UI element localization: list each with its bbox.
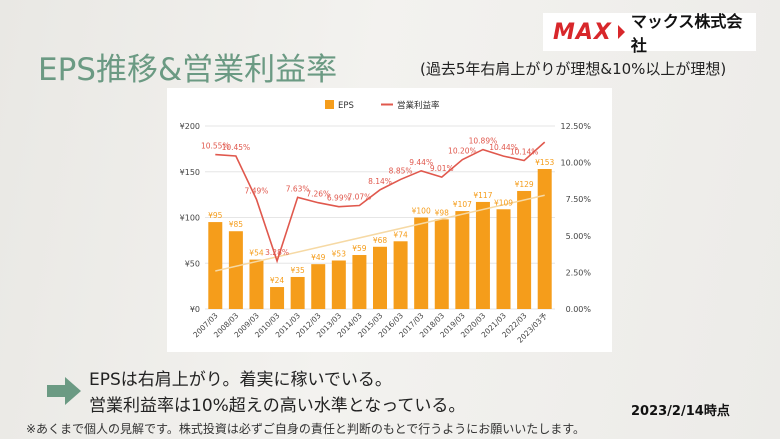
margin-data-label: 7.26% bbox=[306, 190, 330, 199]
eps-bar bbox=[455, 211, 470, 309]
eps-data-label: ¥107 bbox=[453, 200, 472, 209]
margin-data-label: 10.44% bbox=[489, 143, 518, 152]
eps-bar bbox=[414, 217, 429, 309]
eps-data-label: ¥53 bbox=[332, 250, 347, 259]
margin-data-label: 9.01% bbox=[430, 164, 454, 173]
margin-data-label: 10.14% bbox=[510, 148, 539, 157]
page-subtitle: (過去5年右肩上がりが理想&10%以上が理想) bbox=[420, 60, 727, 78]
margin-data-label: 10.55% bbox=[201, 142, 230, 151]
y-left-tick-label: ¥200 bbox=[180, 122, 200, 131]
margin-data-label: 10.20% bbox=[448, 147, 477, 156]
eps-bar bbox=[393, 241, 408, 309]
arrow-right-icon bbox=[47, 377, 81, 405]
margin-data-label: 10.89% bbox=[469, 137, 498, 146]
logo-company-name: マックス株式会社 bbox=[630, 12, 743, 55]
legend-eps-label: EPS bbox=[338, 101, 354, 111]
eps-bar bbox=[352, 255, 367, 309]
eps-data-label: ¥49 bbox=[311, 253, 326, 262]
eps-data-label: ¥24 bbox=[270, 276, 285, 285]
disclaimer: ※あくまで個人の見解です。株式投資は必ずご自身の責任と判断のもとで行うようにお願… bbox=[26, 422, 586, 436]
eps-data-label: ¥95 bbox=[208, 211, 223, 220]
margin-data-label: 3.28% bbox=[265, 248, 289, 257]
eps-data-label: ¥74 bbox=[393, 230, 408, 239]
y-right-tick-label: 10.00% bbox=[560, 159, 591, 168]
margin-data-label: 6.99% bbox=[327, 194, 351, 203]
eps-bar bbox=[249, 259, 264, 309]
eps-bar bbox=[475, 201, 490, 309]
eps-bar bbox=[537, 169, 552, 309]
eps-data-label: ¥100 bbox=[412, 207, 431, 216]
eps-data-label: ¥59 bbox=[352, 244, 367, 253]
chart-card: ¥0 ¥50 ¥100 ¥150 ¥200 0.00% 2.50% 5.00% 7.50% 10.… bbox=[167, 88, 612, 352]
page-title: EPS推移&営業利益率 bbox=[38, 52, 338, 88]
company-logo: MAX マックス株式会社 bbox=[543, 12, 756, 55]
margin-data-label: 7.49% bbox=[245, 186, 269, 195]
eps-data-label: ¥68 bbox=[373, 236, 388, 245]
eps-bar bbox=[228, 231, 243, 309]
eps-data-label: ¥117 bbox=[473, 191, 492, 200]
as-of-date: 2023/2/14時点 bbox=[631, 404, 730, 419]
eps-bar bbox=[270, 287, 285, 309]
y-right-tick-label: 7.50% bbox=[566, 195, 592, 204]
eps-data-label: ¥129 bbox=[515, 180, 534, 189]
operating-margin-line bbox=[215, 141, 546, 264]
eps-bar bbox=[290, 276, 305, 309]
margin-data-label: 7.63% bbox=[286, 184, 310, 193]
eps-margin-chart: ¥0 ¥50 ¥100 ¥150 ¥200 0.00% 2.50% 5.00% 7.50% 10.… bbox=[180, 100, 592, 345]
eps-bar bbox=[208, 222, 223, 309]
eps-bar bbox=[311, 264, 326, 309]
margin-data-label: 8.14% bbox=[368, 177, 392, 186]
eps-data-label: ¥54 bbox=[249, 249, 264, 258]
legend-margin-label: 営業利益率 bbox=[397, 100, 440, 111]
message-line-1: EPSは右肩上がり。着実に稼いでいる。 bbox=[89, 370, 392, 390]
logo-brand: MAX bbox=[553, 19, 612, 45]
eps-data-label: ¥35 bbox=[290, 266, 305, 275]
eps-data-label: ¥98 bbox=[435, 208, 450, 217]
eps-trendline bbox=[215, 194, 545, 272]
eps-data-label: ¥85 bbox=[229, 220, 244, 229]
margin-data-label: 8.85% bbox=[389, 166, 413, 175]
eps-data-label: ¥109 bbox=[494, 198, 513, 207]
y-left-tick-label: ¥0 bbox=[190, 305, 200, 314]
legend-eps-swatch bbox=[325, 100, 334, 109]
eps-bar bbox=[496, 209, 511, 309]
margin-data-label: 9.44% bbox=[409, 158, 433, 167]
y-left-tick-label: ¥150 bbox=[180, 168, 200, 177]
y-right-tick-label: 12.50% bbox=[560, 122, 591, 131]
y-right-tick-label: 0.00% bbox=[566, 305, 592, 314]
eps-bar bbox=[434, 219, 449, 309]
eps-data-label: ¥153 bbox=[535, 158, 554, 167]
margin-data-label: 7.07% bbox=[347, 192, 371, 201]
eps-bar bbox=[517, 190, 532, 309]
y-right-tick-label: 5.00% bbox=[566, 232, 592, 241]
margin-data-label: 10.45% bbox=[222, 143, 251, 152]
message-line-2: 営業利益率は10%超えの高い水準となっている。 bbox=[89, 396, 466, 416]
y-left-tick-label: ¥50 bbox=[185, 259, 200, 268]
eps-bar bbox=[373, 246, 387, 309]
y-right-tick-label: 2.50% bbox=[566, 268, 592, 277]
logo-triangle-icon bbox=[617, 25, 625, 39]
eps-bar bbox=[331, 260, 346, 309]
y-left-tick-label: ¥100 bbox=[180, 214, 200, 223]
